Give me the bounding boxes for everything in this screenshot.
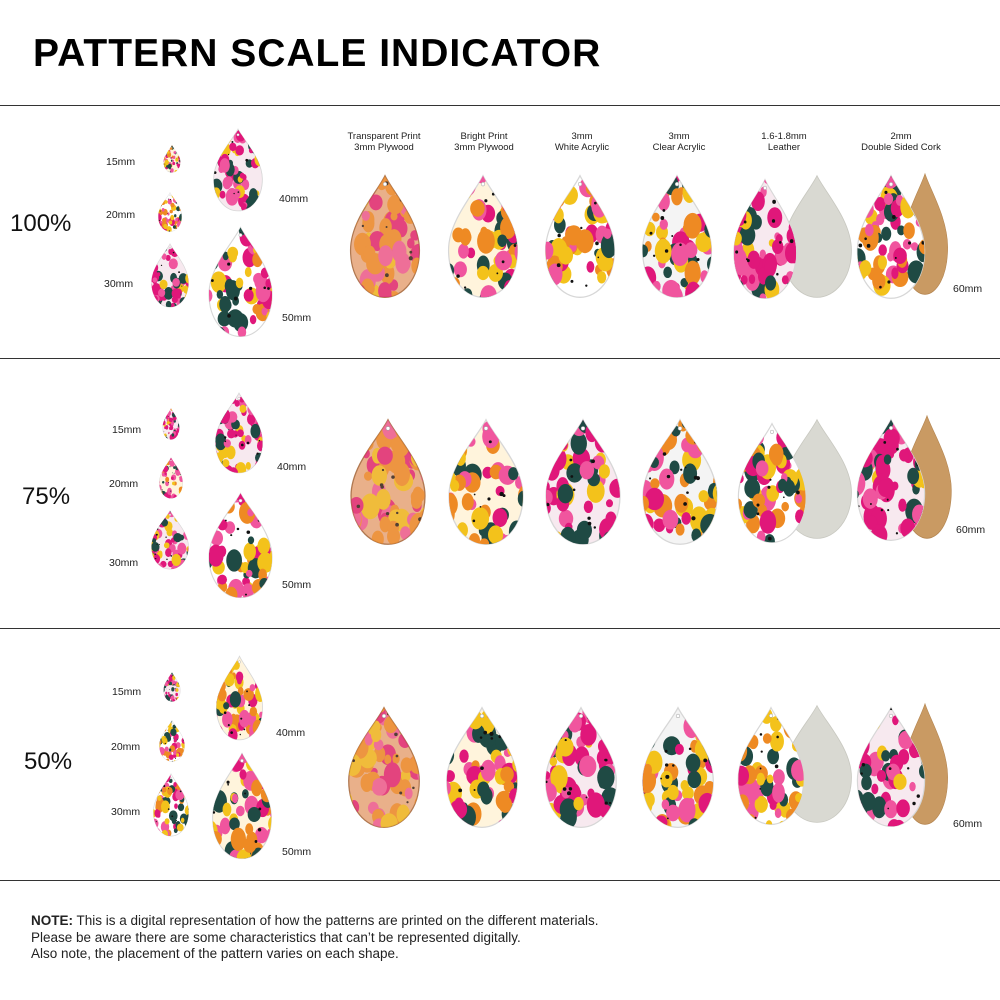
size-label-40mm: 40mm (279, 193, 309, 205)
size-label-50mm: 50mm (282, 312, 312, 324)
drop-bright-plywood (442, 418, 530, 546)
drop-20mm (157, 457, 185, 499)
drop-20mm (156, 192, 184, 232)
drop-leather (732, 422, 812, 544)
drop-leather (728, 178, 802, 300)
note-line-1: This is a digital representation of how … (73, 913, 599, 928)
size-label-30mm: 30mm (109, 557, 139, 569)
note-line-2: Please be aware there are some character… (31, 929, 521, 945)
size-label-40mm: 40mm (276, 727, 306, 739)
drop-bright-plywood (442, 174, 524, 299)
page-title: PATTERN SCALE INDICATOR (33, 32, 602, 75)
drop-clear-acrylic (636, 418, 724, 546)
drop-30mm (148, 243, 192, 308)
drop-15mm (162, 672, 182, 702)
drop-cork (851, 418, 931, 542)
drop-white-acrylic (539, 418, 627, 546)
divider-1 (0, 358, 1000, 359)
drop-bright-plywood (440, 706, 524, 829)
drop-50mm (207, 752, 277, 860)
drop-20mm (157, 720, 187, 762)
material-header-bright-plywood: Bright Print 3mm Plywood (454, 131, 514, 153)
drop-50mm (203, 492, 278, 599)
divider-bottom (0, 880, 1000, 881)
note-line-3: Also note, the placement of the pattern … (31, 946, 399, 961)
drop-leather (732, 706, 810, 826)
disclaimer-note: NOTE: This is a digital representation o… (31, 913, 971, 963)
drop-30mm (148, 510, 192, 570)
scale-label-75: 75% (22, 483, 71, 510)
material-header-cork: 2mm Double Sided Cork (861, 131, 941, 153)
drop-clear-acrylic (636, 174, 718, 299)
size-label-50mm: 50mm (282, 846, 312, 858)
drop-cork (851, 174, 931, 300)
size-label-15mm: 15mm (106, 156, 136, 168)
size-label-30mm: 30mm (111, 806, 141, 818)
size-label-40mm: 40mm (277, 461, 307, 473)
size-label-20mm: 20mm (106, 209, 136, 221)
drop-15mm (161, 408, 181, 440)
size-label-60mm: 60mm (953, 818, 983, 830)
material-header-leather: 1.6-1.8mm Leather (761, 131, 807, 153)
size-label-15mm: 15mm (112, 424, 142, 436)
size-label-20mm: 20mm (109, 478, 139, 490)
drop-transparent-plywood (344, 174, 426, 299)
drop-40mm (212, 655, 267, 741)
size-label-15mm: 15mm (112, 686, 142, 698)
drop-15mm (162, 145, 182, 173)
drop-30mm (150, 773, 192, 837)
size-label-60mm: 60mm (956, 524, 986, 536)
drop-40mm (209, 128, 267, 212)
drop-cork (851, 706, 931, 828)
size-label-30mm: 30mm (104, 278, 134, 290)
divider-top (0, 105, 1000, 106)
scale-label-50: 50% (24, 748, 73, 775)
scale-label-100: 100% (10, 210, 72, 237)
material-header-white-acrylic: 3mm White Acrylic (554, 131, 610, 153)
drop-clear-acrylic (636, 706, 720, 829)
drop-40mm (211, 392, 267, 474)
note-bold-label: NOTE: (31, 913, 73, 928)
drop-transparent-plywood (342, 706, 426, 829)
drop-50mm (203, 226, 278, 338)
drop-transparent-plywood (344, 418, 432, 546)
material-header-clear-acrylic: 3mm Clear Acrylic (652, 131, 706, 153)
size-label-50mm: 50mm (282, 579, 312, 591)
size-label-60mm: 60mm (953, 283, 983, 295)
drop-leather-back (776, 174, 858, 299)
divider-2 (0, 628, 1000, 629)
drop-white-acrylic (539, 174, 621, 299)
drop-white-acrylic (539, 706, 623, 829)
size-label-20mm: 20mm (111, 741, 141, 753)
material-header-transparent-plywood: Transparent Print 3mm Plywood (347, 131, 421, 153)
